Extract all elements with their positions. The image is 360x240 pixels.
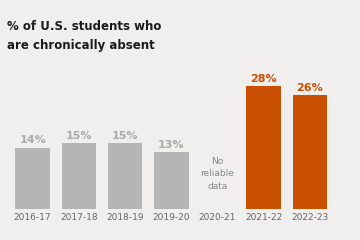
Text: % of U.S. students who
are chronically absent: % of U.S. students who are chronically a…	[7, 20, 162, 52]
Bar	[15, 148, 50, 209]
Text: 15%: 15%	[66, 131, 92, 141]
Text: 13%: 13%	[158, 140, 185, 150]
Text: 26%: 26%	[297, 83, 323, 93]
Text: 15%: 15%	[112, 131, 138, 141]
Bar	[246, 86, 281, 209]
Bar	[293, 95, 327, 209]
Text: 14%: 14%	[19, 135, 46, 145]
Bar	[154, 152, 189, 209]
Text: No
reliable
data: No reliable data	[201, 157, 234, 191]
Bar	[62, 143, 96, 209]
Text: 28%: 28%	[251, 74, 277, 84]
Bar	[108, 143, 143, 209]
